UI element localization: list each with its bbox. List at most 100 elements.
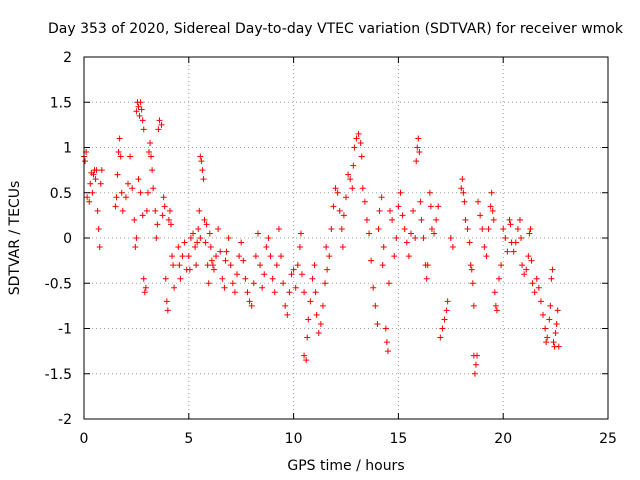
data-point [200,176,207,183]
data-point [443,307,450,314]
data-point [489,207,496,214]
data-point [195,225,202,232]
data-point [169,253,176,260]
data-point [407,230,414,237]
data-point [441,316,448,323]
data-point [193,262,200,269]
data-point [395,203,402,210]
data-point [326,253,333,260]
data-point [158,121,165,128]
data-point [215,225,222,232]
data-point [225,235,232,241]
data-point [132,244,139,251]
data-point [468,266,475,273]
data-point [185,253,192,260]
data-point [166,207,173,214]
data-point [372,302,379,309]
data-point [131,216,138,223]
data-point [510,248,517,255]
data-point [87,180,94,187]
data-point [507,221,514,228]
data-point [351,144,358,151]
data-point [340,212,347,219]
data-point [319,302,326,309]
data-point [171,284,178,291]
data-point [86,198,93,205]
data-point [278,253,285,260]
data-point [194,239,201,246]
data-point [209,262,216,269]
data-point [435,203,442,210]
data-point [359,185,366,192]
y-tick-label: -1 [58,322,72,338]
data-point [439,325,446,332]
data-point [307,298,314,305]
data-point [324,266,331,273]
data-point [332,185,339,192]
data-point [133,235,140,241]
data-point [207,244,214,251]
data-point [553,320,560,327]
data-point [229,280,236,287]
data-point [236,253,243,260]
data-point [368,257,375,264]
data-point [526,230,533,237]
data-point [275,225,282,232]
data-point [418,216,425,223]
data-point [549,266,556,273]
data-point [361,198,368,205]
data-point [144,189,151,196]
data-point [339,244,346,251]
data-point [414,144,421,151]
data-point [167,221,174,228]
data-point [202,239,209,246]
data-point [143,207,150,214]
data-point [353,135,360,142]
data-point [428,225,435,232]
data-point [357,139,364,146]
data-point [416,149,423,156]
x-tick-label: 25 [599,431,617,447]
data-point [92,176,99,183]
data-point [546,316,553,323]
data-point [350,162,357,169]
data-point [150,185,157,192]
data-point [192,244,199,251]
data-point [125,180,132,187]
data-point [374,320,381,327]
data-point [554,307,561,314]
data-point [410,207,417,214]
data-point [135,103,142,110]
data-point [384,348,391,355]
data-point [449,244,456,251]
data-point [399,212,406,219]
data-point [311,262,318,269]
axis-ticks [83,56,609,420]
data-point [461,198,468,205]
data-point [385,280,392,287]
data-point [312,289,319,296]
data-point [420,235,427,241]
data-point [338,225,345,232]
data-point [433,216,440,223]
data-point [474,352,480,359]
data-point [514,225,521,232]
data-point [154,221,161,228]
data-point [466,239,473,246]
data-point [370,284,377,291]
data-point [198,158,205,165]
y-tick-label: 0.5 [50,186,72,202]
data-point [240,257,247,264]
data-point [263,244,270,251]
y-tick-labels: 2 1.5 1 0.5 0 -0.5 -1 -1.5 -2 [45,50,72,428]
data-point [234,271,241,278]
data-point [301,289,308,296]
y-tick-label: -2 [58,412,72,428]
data-point [298,271,305,278]
data-point [345,171,352,178]
data-point [528,257,535,264]
data-point [244,289,251,296]
data-point [175,244,182,251]
data-point [437,334,444,341]
data-point [379,262,386,269]
